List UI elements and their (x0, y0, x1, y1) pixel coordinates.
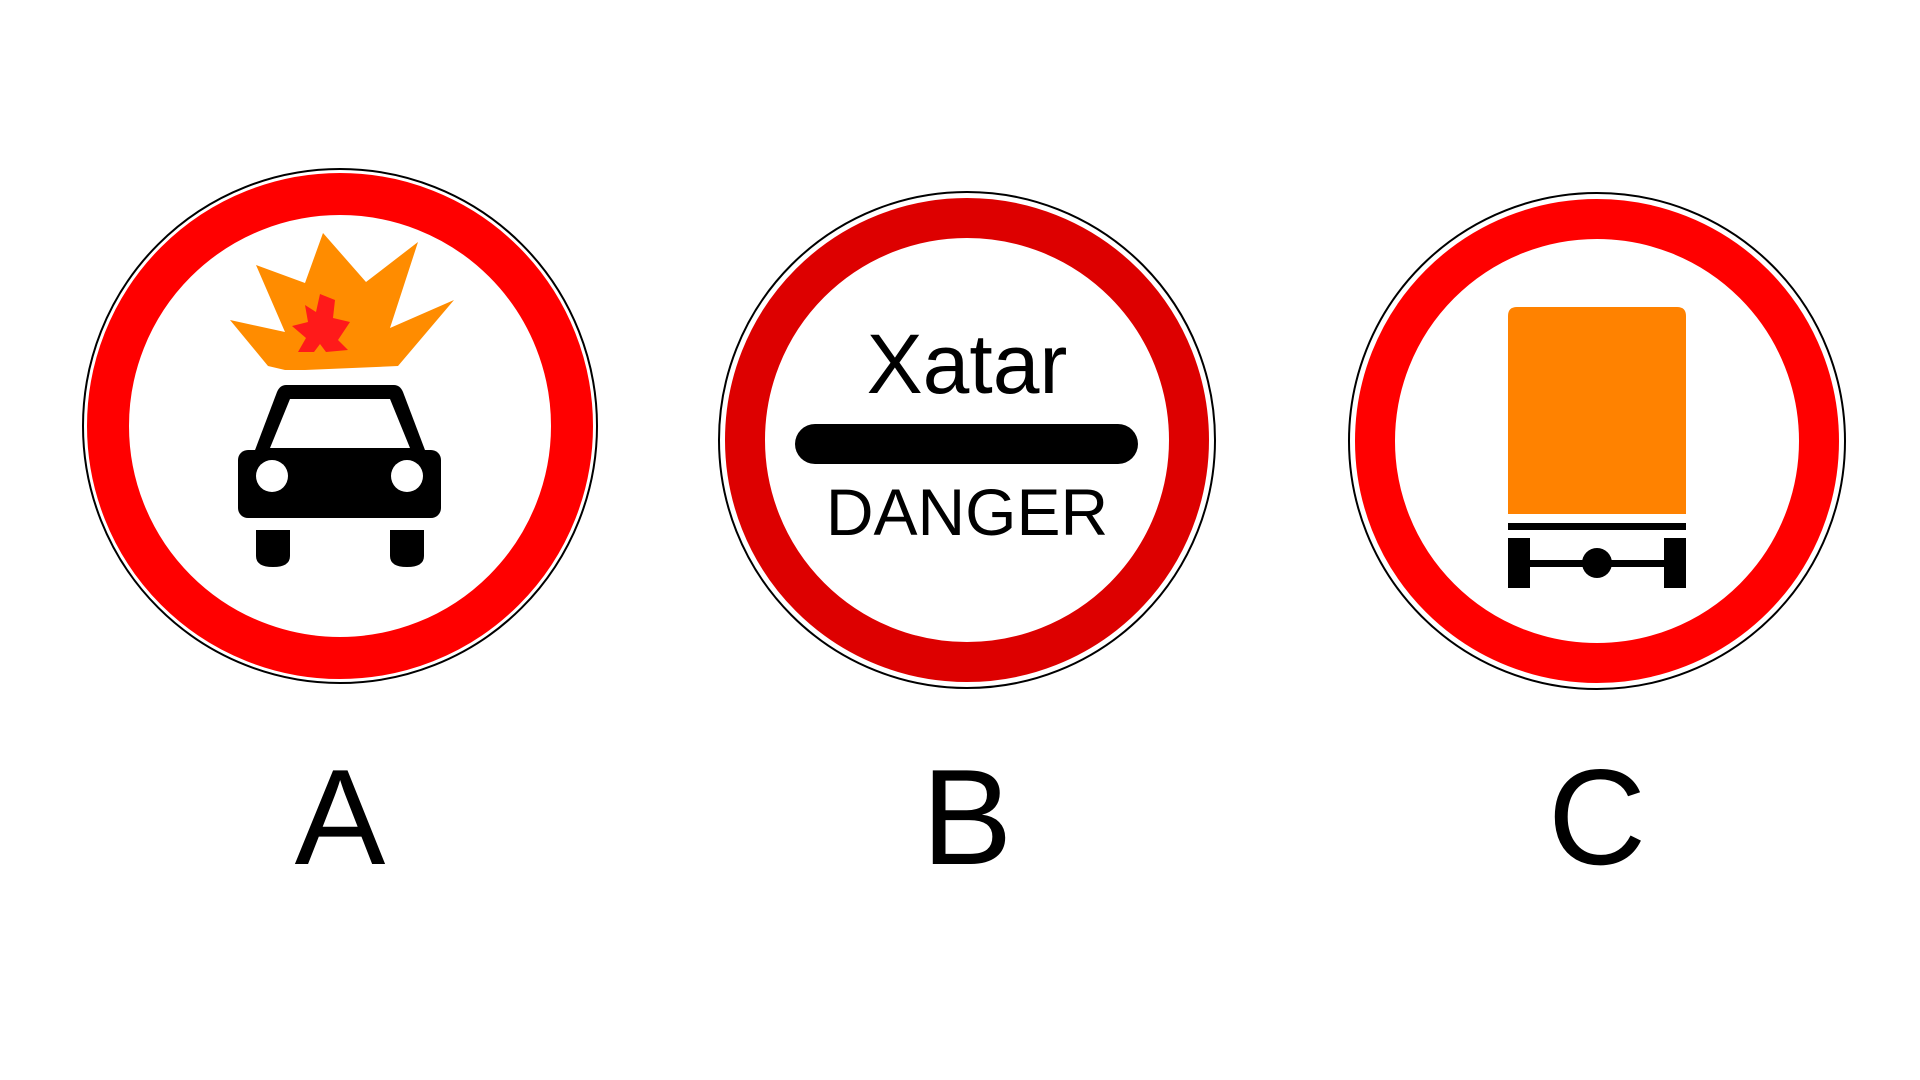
car-left-headlight-icon (256, 460, 288, 492)
sign-b[interactable]: Xatar DANGER (718, 191, 1216, 689)
sign-b-ring (725, 198, 1209, 682)
sign-c[interactable] (1348, 192, 1846, 690)
option-label-b: B (921, 741, 1013, 893)
sign-b-divider-bar (795, 424, 1138, 464)
trailer-left-wheel-icon (1508, 538, 1530, 588)
trailer-floor-line (1508, 523, 1686, 530)
car-body-icon (238, 450, 441, 518)
orange-plate-icon (1508, 307, 1686, 514)
trailer-axle-hub-icon (1582, 548, 1612, 578)
explosion-outer-icon (230, 233, 454, 370)
car-windshield-icon (270, 399, 410, 448)
sign-a-ring (87, 173, 593, 679)
sign-a[interactable] (82, 168, 598, 684)
sign-b-lower-text: DANGER (826, 475, 1108, 549)
sign-b-upper-text: Xatar (867, 317, 1068, 411)
car-with-explosion-icon (230, 233, 454, 567)
car-right-wheel-icon (390, 530, 424, 567)
sign-c-ring (1355, 199, 1839, 683)
car-left-wheel-icon (256, 530, 290, 567)
option-label-c: C (1547, 741, 1647, 893)
option-label-a: A (294, 741, 386, 893)
car-right-headlight-icon (391, 460, 423, 492)
orange-plate-trailer-icon (1508, 307, 1686, 588)
trailer-right-wheel-icon (1664, 538, 1686, 588)
explosion-inner-icon (292, 294, 350, 352)
